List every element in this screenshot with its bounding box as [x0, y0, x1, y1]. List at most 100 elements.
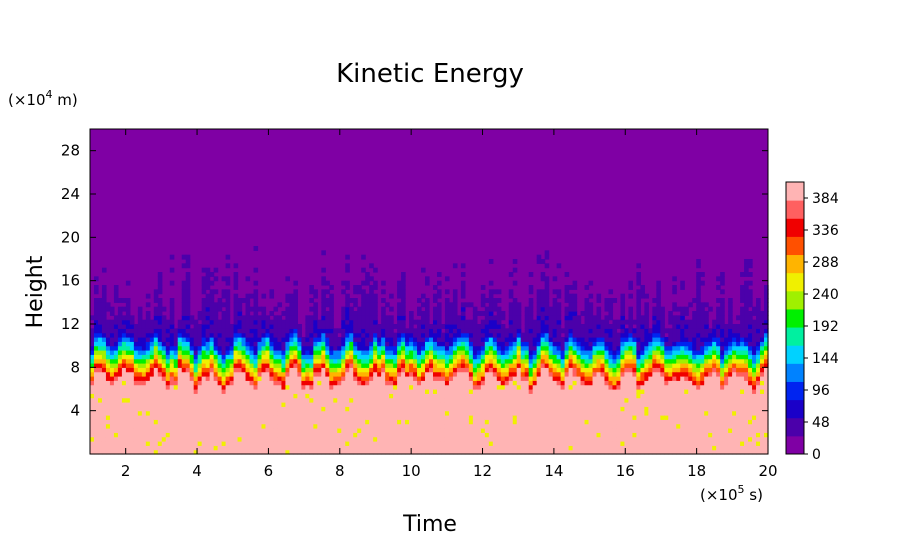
heatmap-cell [173, 341, 179, 347]
heatmap-cell [257, 371, 263, 377]
heatmap-cell [652, 445, 657, 451]
heatmap-cell [369, 276, 374, 282]
heatmap-cell [480, 341, 486, 347]
heatmap-cell [125, 436, 131, 442]
heatmap-cell [648, 367, 653, 373]
heatmap-cell [536, 393, 542, 399]
heatmap-cell [540, 419, 546, 425]
heatmap-cell [245, 302, 251, 308]
heatmap-cell [321, 384, 326, 390]
heatmap-cell [540, 445, 546, 451]
heatmap-cell [640, 358, 645, 364]
heatmap-cell [568, 367, 574, 373]
heatmap-cell [588, 341, 594, 347]
heatmap-cell [169, 363, 175, 368]
heatmap-cell [185, 389, 191, 394]
heatmap-cell [397, 332, 402, 338]
heatmap-cell [93, 441, 99, 446]
heatmap-cell [644, 380, 649, 386]
heatmap-cell [636, 380, 641, 386]
heatmap-cell [117, 341, 123, 347]
heatmap-cell [305, 337, 310, 342]
heatmap-cell [129, 449, 135, 455]
heatmap-cell [125, 428, 131, 433]
heatmap-cell [600, 389, 606, 394]
heatmap-cell [488, 311, 494, 316]
heatmap-cell [468, 328, 474, 334]
heatmap-cell [325, 315, 330, 321]
heatmap-cell [512, 332, 518, 338]
heatmap-cell [233, 371, 239, 377]
heatmap-cell [353, 410, 358, 416]
heatmap-cell [313, 302, 318, 308]
heatmap-cell [524, 376, 530, 381]
heatmap-cell [628, 280, 633, 286]
heatmap-cell [129, 384, 135, 390]
heatmap-cell [277, 367, 283, 373]
heatmap-cell [616, 428, 622, 433]
heatmap-cell [221, 415, 227, 420]
heatmap-cell [377, 345, 382, 351]
heatmap-cell [468, 393, 474, 399]
heatmap-cell [556, 332, 562, 338]
heatmap-cell [261, 380, 267, 386]
heatmap-cell [169, 436, 175, 442]
heatmap-cell [644, 311, 649, 316]
heatmap-cell [401, 315, 406, 321]
heatmap-cell [425, 371, 430, 377]
heatmap-cell [421, 393, 426, 399]
heatmap-cell [161, 345, 167, 351]
heatmap-cell [305, 402, 310, 407]
heatmap-cell [576, 445, 582, 451]
heatmap-cell [536, 324, 542, 329]
heatmap-cell [325, 302, 330, 308]
heatmap-cell [261, 358, 267, 364]
heatmap-cell [401, 324, 406, 329]
heatmap-cell [405, 384, 410, 390]
heatmap-cell [361, 350, 366, 355]
heatmap-cell [90, 436, 95, 442]
heatmap-cell [253, 384, 259, 390]
heatmap-cell [472, 376, 478, 381]
heatmap-cell [548, 449, 554, 455]
heatmap-cell [337, 328, 342, 334]
heatmap-cell [472, 371, 478, 377]
heatmap-cell [608, 384, 614, 390]
heatmap-cell [309, 402, 314, 407]
heatmap-cell [377, 419, 382, 425]
heatmap-cell [632, 363, 637, 368]
heatmap-cell [145, 367, 151, 373]
heatmap-cell [568, 324, 574, 329]
heatmap-cell [628, 423, 633, 429]
heatmap-cell [568, 337, 574, 342]
heatmap-cell [109, 354, 115, 360]
heatmap-cell [149, 389, 155, 394]
heatmap-cell [109, 371, 115, 377]
heatmap-cell [229, 371, 235, 377]
heatmap-cell [436, 367, 442, 373]
heatmap-cell [460, 384, 466, 390]
heatmap-cell [277, 384, 283, 390]
heatmap-cell [604, 350, 610, 355]
heatmap-cell [109, 406, 115, 412]
heatmap-cell [153, 380, 159, 386]
heatmap-cell [353, 302, 358, 308]
heatmap-cell [333, 341, 338, 347]
heatmap-cell [516, 432, 522, 438]
heatmap-cell [137, 384, 143, 390]
heatmap-cell [413, 363, 418, 368]
heatmap-cell [460, 358, 466, 364]
heatmap-cell [173, 363, 179, 368]
heatmap-cell [421, 432, 426, 438]
heatmap-cell [636, 436, 641, 442]
heatmap-cell [125, 315, 131, 321]
heatmap-cell [444, 315, 450, 321]
heatmap-cell [229, 324, 235, 329]
heatmap-cell [596, 371, 602, 377]
heatmap-cell [321, 415, 326, 420]
heatmap-cell [237, 371, 243, 377]
heatmap-cell [520, 397, 526, 403]
heatmap-cell [361, 432, 366, 438]
heatmap-cell [253, 367, 259, 373]
heatmap-cell [413, 410, 418, 416]
